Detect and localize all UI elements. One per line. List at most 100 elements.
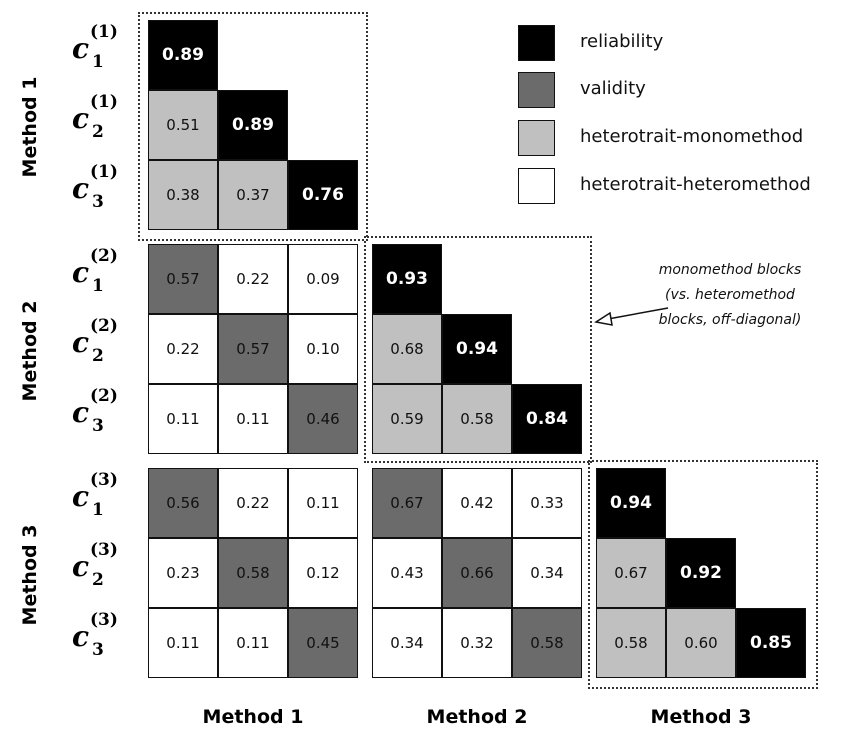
- row-label: c (2) 3: [72, 386, 132, 446]
- row-label-base: c: [72, 396, 90, 429]
- row-label: c (3) 3: [72, 610, 132, 670]
- cell-heterotrait-heteromethod: 0.10: [288, 314, 358, 384]
- cell-heterotrait-heteromethod: 0.11: [218, 384, 288, 454]
- cell-reliability: 0.89: [218, 90, 288, 160]
- row-label: c (3) 2: [72, 540, 132, 600]
- cell-reliability: 0.85: [736, 608, 806, 678]
- row-label-base: c: [72, 550, 90, 583]
- row-label-sup: (1): [90, 92, 118, 112]
- cell-validity: 0.67: [372, 468, 442, 538]
- annotation: monomethod blocks (vs. heteromethod bloc…: [640, 258, 820, 333]
- row-label: c (3) 1: [72, 470, 132, 530]
- row-label-sup: (3): [90, 610, 118, 630]
- row-label-sub: 3: [92, 192, 104, 212]
- cell-validity: 0.58: [512, 608, 582, 678]
- cell-reliability: 0.76: [288, 160, 358, 230]
- method-2-col-label: Method 2: [426, 706, 528, 728]
- row-label-base: c: [72, 480, 90, 513]
- row-label-base: c: [72, 326, 90, 359]
- row-label-base: c: [72, 256, 90, 289]
- row-label-base: c: [72, 620, 90, 653]
- monomethod-block-3-outline: [588, 460, 818, 689]
- cell-validity: 0.58: [218, 538, 288, 608]
- monomethod-block-1-outline: [138, 12, 368, 241]
- cell-validity: 0.57: [148, 244, 218, 314]
- row-label-sup: (2): [90, 246, 118, 266]
- legend-label-validity: validity: [580, 78, 646, 99]
- cell-heterotrait-heteromethod: 0.32: [442, 608, 512, 678]
- method-3-col-label: Method 3: [650, 706, 752, 728]
- row-label-sub: 2: [92, 122, 104, 142]
- cell-heterotrait-monomethod: 0.38: [148, 160, 218, 230]
- cell-heterotrait-heteromethod: 0.11: [148, 384, 218, 454]
- cell-reliability: 0.94: [442, 314, 512, 384]
- row-label: c (1) 2: [72, 92, 132, 152]
- cell-validity: 0.66: [442, 538, 512, 608]
- method-1-col-label: Method 1: [202, 706, 304, 728]
- cell-heterotrait-heteromethod: 0.33: [512, 468, 582, 538]
- row-label-sup: (1): [90, 162, 118, 182]
- cell-heterotrait-heteromethod: 0.11: [218, 608, 288, 678]
- cell-heterotrait-monomethod: 0.60: [666, 608, 736, 678]
- row-label: c (1) 1: [72, 22, 132, 82]
- cell-heterotrait-heteromethod: 0.23: [148, 538, 218, 608]
- cell-heterotrait-monomethod: 0.58: [596, 608, 666, 678]
- cell-heterotrait-heteromethod: 0.12: [288, 538, 358, 608]
- row-label-sup: (2): [90, 386, 118, 406]
- cell-heterotrait-monomethod: 0.67: [596, 538, 666, 608]
- row-label-sup: (1): [90, 22, 118, 42]
- cell-validity: 0.57: [218, 314, 288, 384]
- row-label-sub: 3: [92, 640, 104, 660]
- arrowhead-icon: [594, 311, 613, 326]
- annotation-line: blocks, off-diagonal): [658, 312, 802, 328]
- cell-validity: 0.45: [288, 608, 358, 678]
- row-label-sup: (2): [90, 316, 118, 336]
- row-label: c (2) 2: [72, 316, 132, 376]
- cell-heterotrait-monomethod: 0.37: [218, 160, 288, 230]
- cell-reliability: 0.94: [596, 468, 666, 538]
- cell-reliability: 0.93: [372, 244, 442, 314]
- cell-validity: 0.46: [288, 384, 358, 454]
- cell-reliability: 0.89: [148, 20, 218, 90]
- legend-swatch-heterotrait-monomethod: [518, 120, 555, 156]
- cell-heterotrait-heteromethod: 0.22: [218, 468, 288, 538]
- row-label: c (2) 1: [72, 246, 132, 306]
- cell-reliability: 0.92: [666, 538, 736, 608]
- legend-label-heterotrait-monomethod: heterotrait-monomethod: [580, 126, 804, 147]
- legend-label-heterotrait-heteromethod: heterotrait-heteromethod: [580, 174, 811, 195]
- legend-label-reliability: reliability: [580, 31, 664, 52]
- cell-reliability: 0.84: [512, 384, 582, 454]
- row-label-sub: 1: [92, 500, 104, 520]
- row-label-base: c: [72, 32, 90, 65]
- row-label-sub: 1: [92, 276, 104, 296]
- cell-heterotrait-monomethod: 0.59: [372, 384, 442, 454]
- cell-heterotrait-heteromethod: 0.22: [148, 314, 218, 384]
- legend-swatch-heterotrait-heteromethod: [518, 168, 555, 204]
- row-label-base: c: [72, 102, 90, 135]
- cell-heterotrait-monomethod: 0.68: [372, 314, 442, 384]
- cell-heterotrait-heteromethod: 0.42: [442, 468, 512, 538]
- row-label-sub: 2: [92, 346, 104, 366]
- cell-validity: 0.56: [148, 468, 218, 538]
- legend-swatch-reliability: [518, 25, 555, 61]
- row-label-sup: (3): [90, 540, 118, 560]
- row-label-base: c: [72, 172, 90, 205]
- row-label-sub: 3: [92, 416, 104, 436]
- cell-heterotrait-heteromethod: 0.34: [512, 538, 582, 608]
- row-label-sub: 2: [92, 570, 104, 590]
- cell-heterotrait-heteromethod: 0.22: [218, 244, 288, 314]
- cell-heterotrait-heteromethod: 0.43: [372, 538, 442, 608]
- annotation-line: (vs. heteromethod: [665, 287, 795, 303]
- cell-heterotrait-heteromethod: 0.11: [288, 468, 358, 538]
- monomethod-block-2-outline: [364, 236, 592, 463]
- row-label-sup: (3): [90, 470, 118, 490]
- legend-swatch-validity: [518, 72, 555, 108]
- cell-heterotrait-heteromethod: 0.09: [288, 244, 358, 314]
- annotation-line: monomethod blocks: [658, 262, 802, 278]
- row-label-sub: 1: [92, 52, 104, 72]
- cell-heterotrait-heteromethod: 0.34: [372, 608, 442, 678]
- cell-heterotrait-heteromethod: 0.11: [148, 608, 218, 678]
- cell-heterotrait-monomethod: 0.51: [148, 90, 218, 160]
- row-label: c (1) 3: [72, 162, 132, 222]
